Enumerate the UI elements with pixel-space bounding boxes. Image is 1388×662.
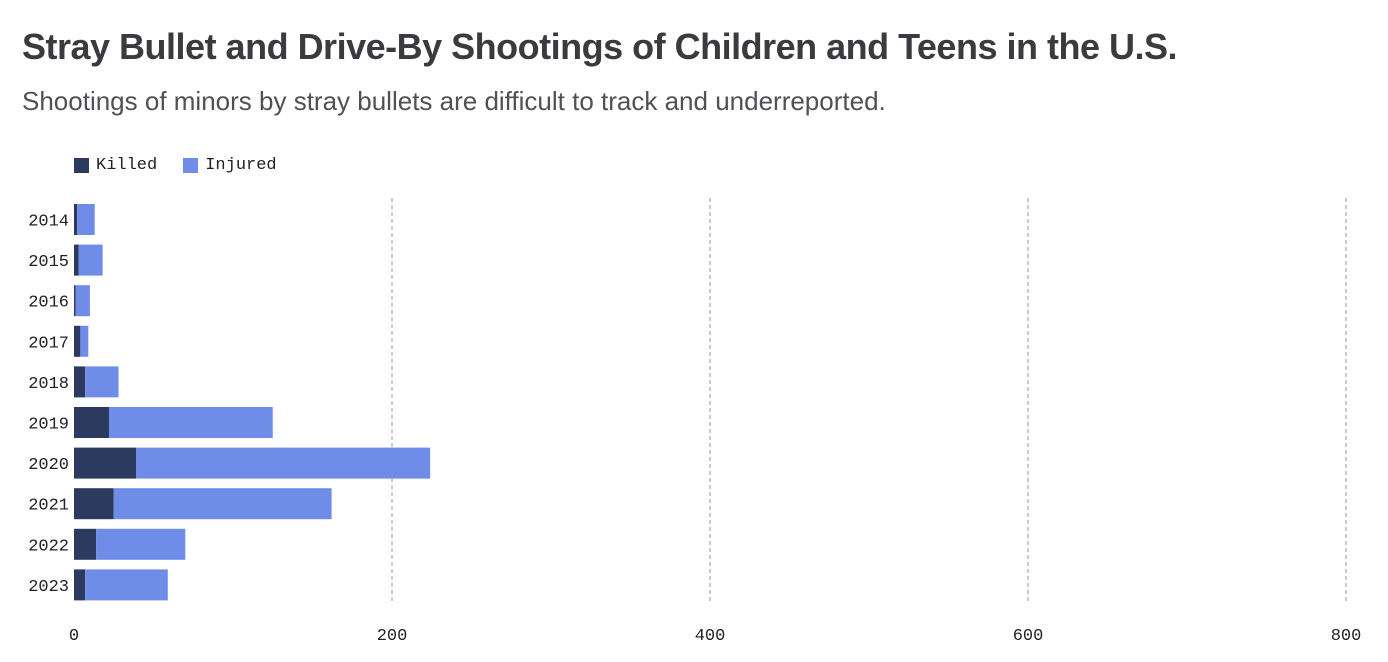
legend-swatch-injured [183, 158, 199, 173]
bar-injured-2017 [80, 325, 89, 357]
y-tick-label: 2017 [28, 334, 69, 353]
bar-killed-2023 [74, 569, 86, 601]
legend-item-injured: Injured [183, 156, 277, 175]
bar-killed-2021 [74, 488, 114, 520]
bar-injured-2015 [78, 244, 103, 276]
bar-injured-2022 [96, 528, 186, 560]
bar-killed-2016 [74, 285, 76, 317]
bar-killed-2019 [74, 407, 109, 438]
bar-killed-2014 [74, 204, 78, 235]
y-tick-label: 2014 [28, 213, 69, 232]
bar-killed-2020 [74, 447, 137, 479]
x-tick-label: 800 [1331, 627, 1362, 646]
bar-killed-2022 [74, 528, 97, 560]
legend-label-injured: Injured [205, 156, 277, 175]
x-tick-label: 400 [695, 627, 726, 646]
bar-injured-2020 [136, 447, 431, 479]
chart-title: Stray Bullet and Drive-By Shootings of C… [22, 26, 1177, 67]
y-tick-label: 2022 [28, 537, 69, 556]
legend-label-killed: Killed [96, 156, 158, 175]
y-tick-label: 2020 [28, 456, 69, 475]
y-tick-label: 2019 [28, 416, 69, 435]
bar-injured-2014 [77, 204, 95, 235]
legend-swatch-killed [74, 158, 89, 173]
y-tick-label: 2021 [28, 497, 69, 516]
legend-item-killed: Killed [74, 156, 157, 175]
bar-injured-2016 [75, 285, 90, 317]
bar-injured-2018 [85, 366, 119, 398]
legend: Killed Injured [74, 156, 303, 175]
bar-killed-2017 [74, 325, 81, 357]
bar-killed-2018 [74, 366, 86, 398]
chart-subtitle: Shootings of minors by stray bullets are… [22, 86, 886, 116]
x-tick-label: 200 [377, 627, 408, 646]
bar-injured-2023 [85, 569, 168, 601]
bar-killed-2015 [74, 244, 79, 276]
y-tick-label: 2023 [28, 578, 69, 597]
bar-injured-2021 [113, 488, 332, 520]
x-tick-label: 0 [69, 627, 79, 646]
y-tick-label: 2018 [28, 375, 69, 394]
y-tick-label: 2016 [28, 294, 69, 313]
y-tick-label: 2015 [28, 253, 69, 272]
x-tick-label: 600 [1013, 627, 1044, 646]
bar-injured-2019 [108, 407, 273, 438]
